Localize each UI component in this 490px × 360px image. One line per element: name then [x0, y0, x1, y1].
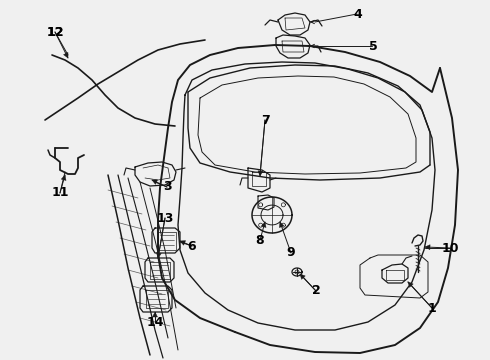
Polygon shape	[156, 253, 161, 258]
Text: 6: 6	[188, 239, 196, 252]
Polygon shape	[279, 222, 284, 228]
Polygon shape	[408, 282, 413, 287]
Polygon shape	[425, 245, 430, 250]
Text: 2: 2	[312, 284, 320, 297]
Text: 9: 9	[287, 247, 295, 260]
Polygon shape	[180, 240, 186, 245]
Text: 14: 14	[146, 315, 164, 328]
Text: 11: 11	[51, 186, 69, 199]
Text: 8: 8	[256, 234, 264, 247]
Text: 1: 1	[428, 302, 437, 315]
Polygon shape	[152, 180, 158, 184]
Polygon shape	[61, 175, 66, 180]
Polygon shape	[300, 274, 305, 279]
Text: 13: 13	[156, 211, 173, 225]
Text: 12: 12	[46, 26, 64, 39]
Polygon shape	[64, 53, 68, 58]
Polygon shape	[152, 312, 157, 317]
Text: 10: 10	[441, 242, 459, 255]
Text: 12: 12	[46, 26, 64, 39]
Text: 5: 5	[368, 40, 377, 53]
Text: 3: 3	[163, 180, 172, 194]
Polygon shape	[258, 171, 263, 176]
Text: 7: 7	[261, 113, 270, 126]
Text: 4: 4	[354, 8, 363, 21]
Polygon shape	[261, 222, 266, 228]
